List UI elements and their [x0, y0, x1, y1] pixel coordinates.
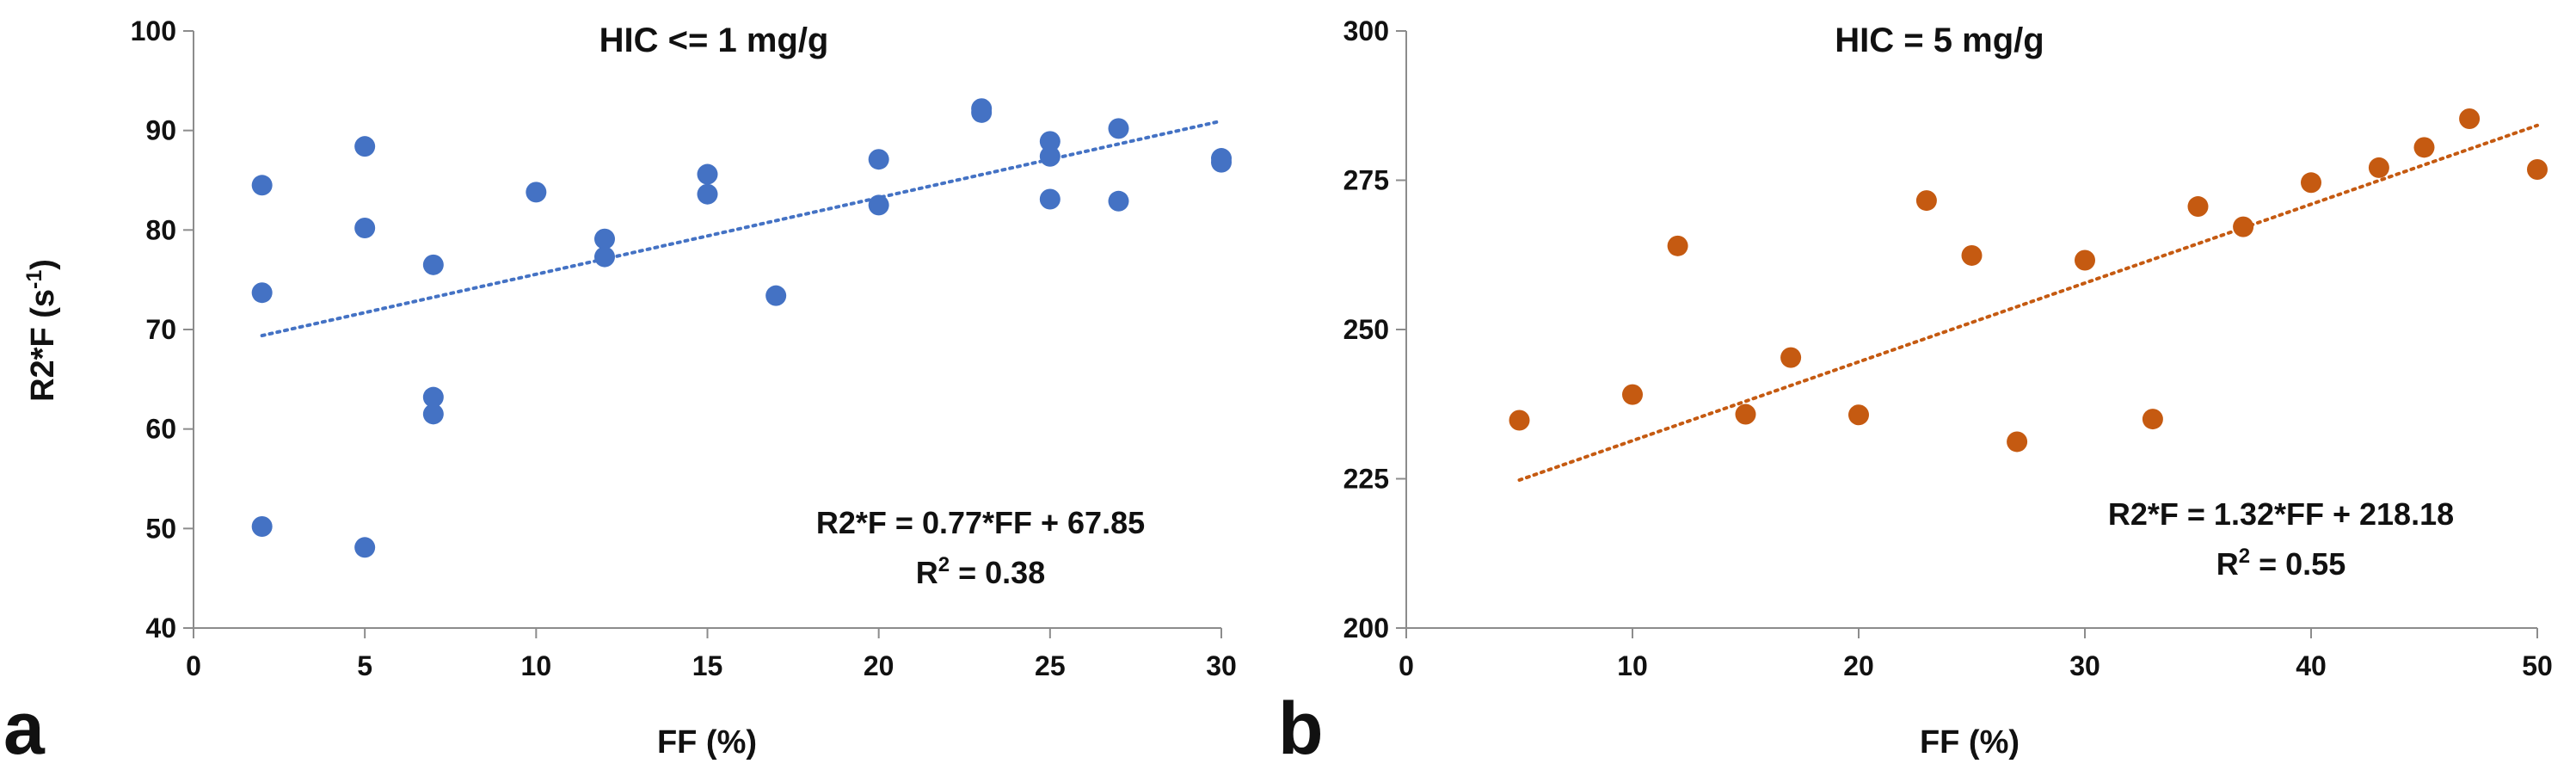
panel-b-data-point — [2527, 159, 2548, 181]
panel-b-data-point — [1622, 384, 1643, 405]
panel-b-x-tick-label: 50 — [2522, 650, 2553, 681]
panel-a-data-point — [422, 254, 444, 275]
panel-a-y-tick-label: 70 — [145, 314, 176, 345]
panel-a-data-point — [354, 136, 376, 157]
panel-a-label: a — [3, 687, 46, 770]
panel-b-data-point — [1780, 347, 1802, 368]
panel-b-points — [1509, 108, 2548, 453]
panel-b-x-ticks: 0 10 20 30 40 50 — [1399, 628, 2553, 681]
panel-a-x-tick-label: 25 — [1035, 650, 1066, 681]
panel-a-y-axis-title: R2*F (s-1) — [22, 259, 61, 402]
panel-b-data-point — [2233, 216, 2254, 237]
panel-b-data-point — [1848, 404, 1869, 426]
panel-a-y-tick-label: 50 — [145, 513, 176, 544]
panel-b-y-tick-label: 200 — [1343, 613, 1389, 644]
panel-a-x-ticks: 0 5 10 15 20 25 30 — [186, 628, 1237, 681]
panel-a-data-point — [697, 183, 718, 205]
panel-b-label: b — [1278, 687, 1324, 770]
panel-b-r-squared: R2 = 0.55 — [2216, 545, 2345, 582]
panel-a-data-point — [765, 285, 787, 306]
panel-b-title: HIC = 5 mg/g — [1835, 22, 2044, 59]
panel-b-y-tick-label: 225 — [1343, 464, 1389, 495]
panel-a-data-point — [594, 246, 615, 268]
panel-a-y-tick-label: 100 — [131, 15, 176, 46]
panel-a-chart: HIC <= 1 mg/g 0 5 10 15 20 25 30 40 50 60 70 80 90 1… — [3, 15, 1237, 770]
panel-a-data-point — [1039, 188, 1061, 210]
panel-a-y-tick-label: 60 — [145, 414, 176, 445]
panel-a-data-point — [1108, 118, 1129, 139]
panel-a-data-point — [697, 163, 718, 185]
panel-a-data-point — [422, 403, 444, 425]
panel-a-x-tick-label: 15 — [692, 650, 723, 681]
panel-a-x-axis-title: FF (%) — [657, 724, 757, 761]
panel-b-trendline — [1517, 123, 2539, 483]
panel-b-x-tick-label: 40 — [2296, 650, 2327, 681]
panel-a-trendline — [260, 119, 1223, 338]
panel-a-y-tick-label: 40 — [145, 613, 176, 644]
panel-a-data-point — [1039, 131, 1061, 152]
panel-a-x-tick-label: 30 — [1206, 650, 1237, 681]
panel-b-x-tick-label: 10 — [1617, 650, 1648, 681]
panel-a-data-point — [354, 218, 376, 239]
panel-b-x-tick-label: 20 — [1843, 650, 1874, 681]
panel-a-data-point — [1108, 190, 1129, 212]
panel-b-data-point — [1915, 190, 1937, 212]
panel-b-data-point — [2368, 157, 2389, 178]
panel-b-chart: HIC = 5 mg/g 0 10 20 30 40 50 200 225 250 275 300… — [1278, 15, 2553, 770]
panel-a-data-point — [971, 102, 993, 123]
panel-a-x-tick-label: 20 — [864, 650, 895, 681]
panel-b-y-tick-label: 300 — [1343, 15, 1389, 46]
panel-a-data-point — [1039, 145, 1061, 167]
panel-b-data-point — [2075, 249, 2095, 271]
panel-a-data-point — [868, 149, 889, 170]
panel-b-data-point — [1961, 244, 1983, 266]
panel-a-points — [251, 98, 1232, 558]
panel-b-data-point — [1667, 235, 1688, 256]
panel-b-data-point — [1735, 403, 1756, 425]
panel-a-y-ticks: 40 50 60 70 80 90 100 — [131, 15, 194, 644]
panel-a-y-tick-label: 90 — [145, 115, 176, 146]
panel-b-equation: R2*F = 1.32*FF + 218.18 — [2108, 496, 2454, 532]
panel-a-x-tick-label: 0 — [186, 650, 201, 681]
panel-a-y-axis-title-sup: -1 — [22, 270, 46, 289]
panel-b-data-point — [2142, 409, 2163, 430]
panel-b-x-tick-label: 0 — [1399, 650, 1414, 681]
panel-b-data-point — [2187, 196, 2209, 218]
panel-a-data-point — [594, 228, 615, 249]
panel-b-data-point — [2301, 172, 2321, 194]
panel-a-data-point — [251, 282, 273, 304]
panel-a-x-tick-label: 10 — [521, 650, 552, 681]
panel-b-data-point — [2459, 108, 2481, 130]
panel-a-data-point — [422, 386, 444, 408]
panel-a-equation: R2*F = 0.77*FF + 67.85 — [816, 505, 1145, 540]
panel-b-data-point — [1509, 410, 1530, 431]
panel-a-data-point — [251, 175, 273, 196]
panel-b-data-point — [2413, 137, 2435, 158]
panel-a-r-squared: R2 = 0.38 — [916, 553, 1045, 590]
panel-b-y-ticks: 200 225 250 275 300 — [1343, 15, 1406, 644]
panel-a-data-point — [1211, 151, 1232, 173]
panel-a-data-point — [868, 194, 889, 216]
panel-a-data-point — [251, 516, 273, 538]
panel-a-data-point — [526, 182, 547, 203]
panel-b-y-tick-label: 275 — [1343, 165, 1389, 196]
panel-a-x-tick-label: 5 — [357, 650, 372, 681]
panel-b-x-tick-label: 30 — [2069, 650, 2100, 681]
panel-a-y-tick-label: 80 — [145, 214, 176, 245]
panel-b-y-tick-label: 250 — [1343, 314, 1389, 345]
panel-a-data-point — [354, 537, 376, 558]
panel-a-title: HIC <= 1 mg/g — [599, 22, 829, 59]
panel-b-data-point — [2007, 431, 2028, 453]
panel-b-x-axis-title: FF (%) — [1920, 724, 2020, 761]
